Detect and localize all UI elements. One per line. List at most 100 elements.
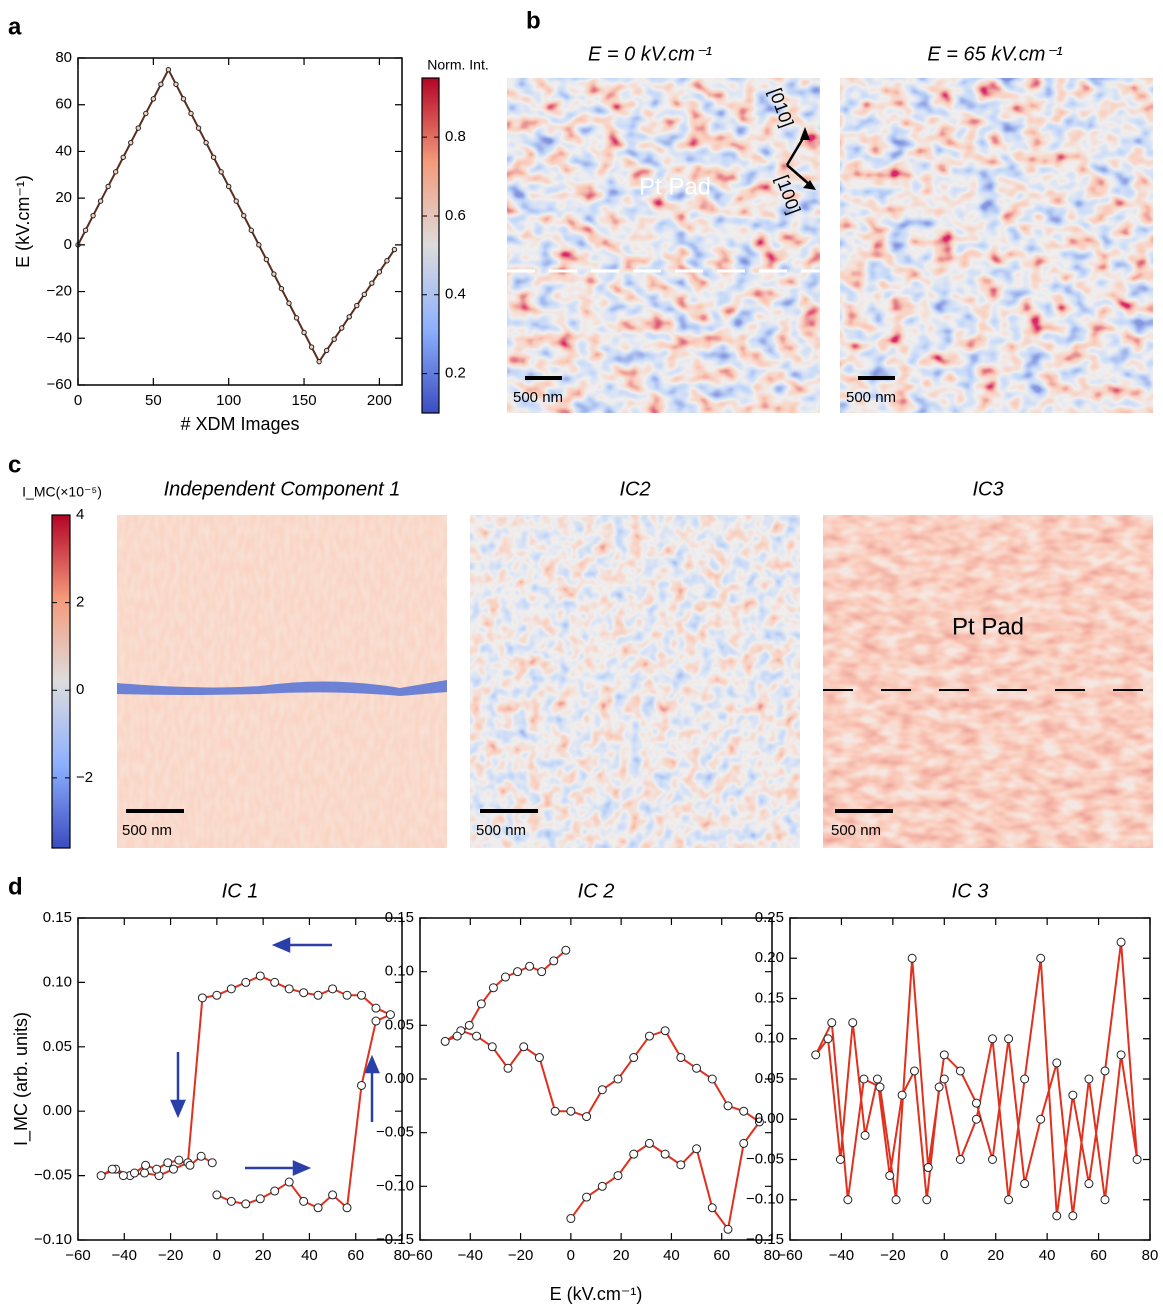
- data-point: [371, 1016, 381, 1026]
- data-point: [1068, 1211, 1078, 1221]
- data-point: [112, 169, 119, 175]
- x-tick-label: 40: [1039, 1247, 1056, 1264]
- data-point: [597, 1085, 607, 1095]
- data-point: [885, 1171, 895, 1181]
- plot-frame: [77, 57, 403, 386]
- data-point: [357, 1080, 366, 1090]
- y-tick-label: −20: [47, 283, 72, 300]
- x-tick-label: −20: [880, 1247, 905, 1264]
- x-tick-label: 0: [74, 392, 82, 409]
- data-point: [225, 183, 232, 190]
- data-point: [203, 139, 209, 146]
- y-tick-label: 0.25: [755, 909, 784, 926]
- data-point: [955, 1155, 965, 1164]
- data-point: [278, 285, 285, 292]
- data-point: [299, 1196, 309, 1206]
- data-point: [955, 1066, 965, 1076]
- x-tick-label: 40: [301, 1247, 318, 1264]
- data-point: [256, 242, 262, 248]
- data-point: [660, 1149, 670, 1159]
- y-tick-label: 80: [55, 49, 72, 66]
- data-point: [384, 258, 390, 264]
- data-point: [90, 212, 96, 219]
- x-tick-label: 0: [940, 1247, 948, 1264]
- data-point: [613, 1171, 623, 1181]
- y-tick-label: 0.15: [755, 989, 784, 1006]
- y-tick-label: −40: [47, 329, 72, 346]
- x-tick-label: 200: [367, 392, 392, 409]
- data-point: [676, 1053, 686, 1063]
- y-tick-label: 0.00: [385, 1070, 414, 1087]
- x-tick-label: 80: [394, 1247, 411, 1264]
- data-point: [561, 945, 571, 955]
- x-tick-label: −40: [458, 1247, 483, 1264]
- x-tick-label: 50: [145, 392, 162, 409]
- data-point: [476, 999, 486, 1009]
- data-point: [875, 1082, 885, 1092]
- data-point: [96, 1171, 106, 1181]
- data-point: [301, 329, 307, 336]
- data-point: [723, 1101, 733, 1111]
- data-point: [371, 1003, 381, 1013]
- data-point: [158, 81, 164, 87]
- data-point: [823, 1034, 833, 1044]
- data-point: [308, 344, 315, 350]
- x-tick-label: 60: [1090, 1247, 1107, 1264]
- data-point: [328, 1190, 338, 1200]
- data-point: [286, 300, 292, 306]
- data-point: [488, 983, 498, 993]
- data-point: [313, 1203, 323, 1213]
- data-point: [263, 256, 270, 263]
- data-point: [922, 1195, 932, 1205]
- data-point: [835, 1155, 845, 1164]
- data-point: [1004, 1195, 1014, 1205]
- data-point: [566, 1106, 576, 1116]
- y-tick-label: −0.10: [746, 1191, 784, 1208]
- data-point: [328, 984, 338, 994]
- data-point: [971, 1114, 981, 1124]
- image-title: Independent Component 1: [164, 478, 401, 500]
- y-tick-label: −0.05: [746, 1150, 784, 1167]
- data-point: [1068, 1090, 1078, 1100]
- data-point: [613, 1074, 623, 1084]
- x-tick-label: 20: [987, 1247, 1004, 1264]
- data-point: [707, 1203, 717, 1213]
- y-tick-label: 60: [55, 96, 72, 113]
- image-title: E = 0 kV.cm⁻¹: [588, 43, 712, 65]
- x-tick-label: 60: [713, 1247, 730, 1264]
- data-point: [385, 1010, 395, 1020]
- data-point: [1100, 1195, 1110, 1205]
- data-point: [907, 953, 917, 963]
- data-point: [676, 1160, 686, 1170]
- data-point: [644, 1138, 654, 1148]
- data-point: [1004, 1034, 1014, 1044]
- data-point: [197, 993, 207, 1003]
- y-tick-label: −0.15: [746, 1231, 784, 1248]
- data-point: [692, 1063, 702, 1073]
- data-point: [534, 1053, 544, 1063]
- data-point: [1036, 953, 1046, 963]
- data-point: [827, 1018, 837, 1028]
- data-point: [212, 1190, 222, 1200]
- x-tick-label: 0: [567, 1247, 575, 1264]
- data-point: [165, 66, 172, 73]
- data-point: [934, 1082, 944, 1092]
- data-point: [644, 1031, 654, 1041]
- data-point: [550, 1106, 560, 1116]
- data-point: [226, 984, 236, 994]
- data-point: [174, 1155, 184, 1165]
- data-point: [1132, 1155, 1142, 1164]
- panel-label: b: [526, 7, 541, 34]
- image-title: IC2: [619, 478, 650, 500]
- y-tick-label: 0.10: [43, 973, 72, 990]
- colorbar-tick-label: 0.6: [445, 207, 466, 224]
- data-point: [241, 212, 247, 219]
- x-tick-label: 20: [613, 1247, 630, 1264]
- data-point: [248, 227, 255, 233]
- x-tick-label: 0: [213, 1247, 221, 1264]
- data-point: [376, 269, 383, 275]
- data-point: [207, 1158, 217, 1168]
- data-point: [129, 1168, 139, 1178]
- data-point: [692, 1144, 702, 1154]
